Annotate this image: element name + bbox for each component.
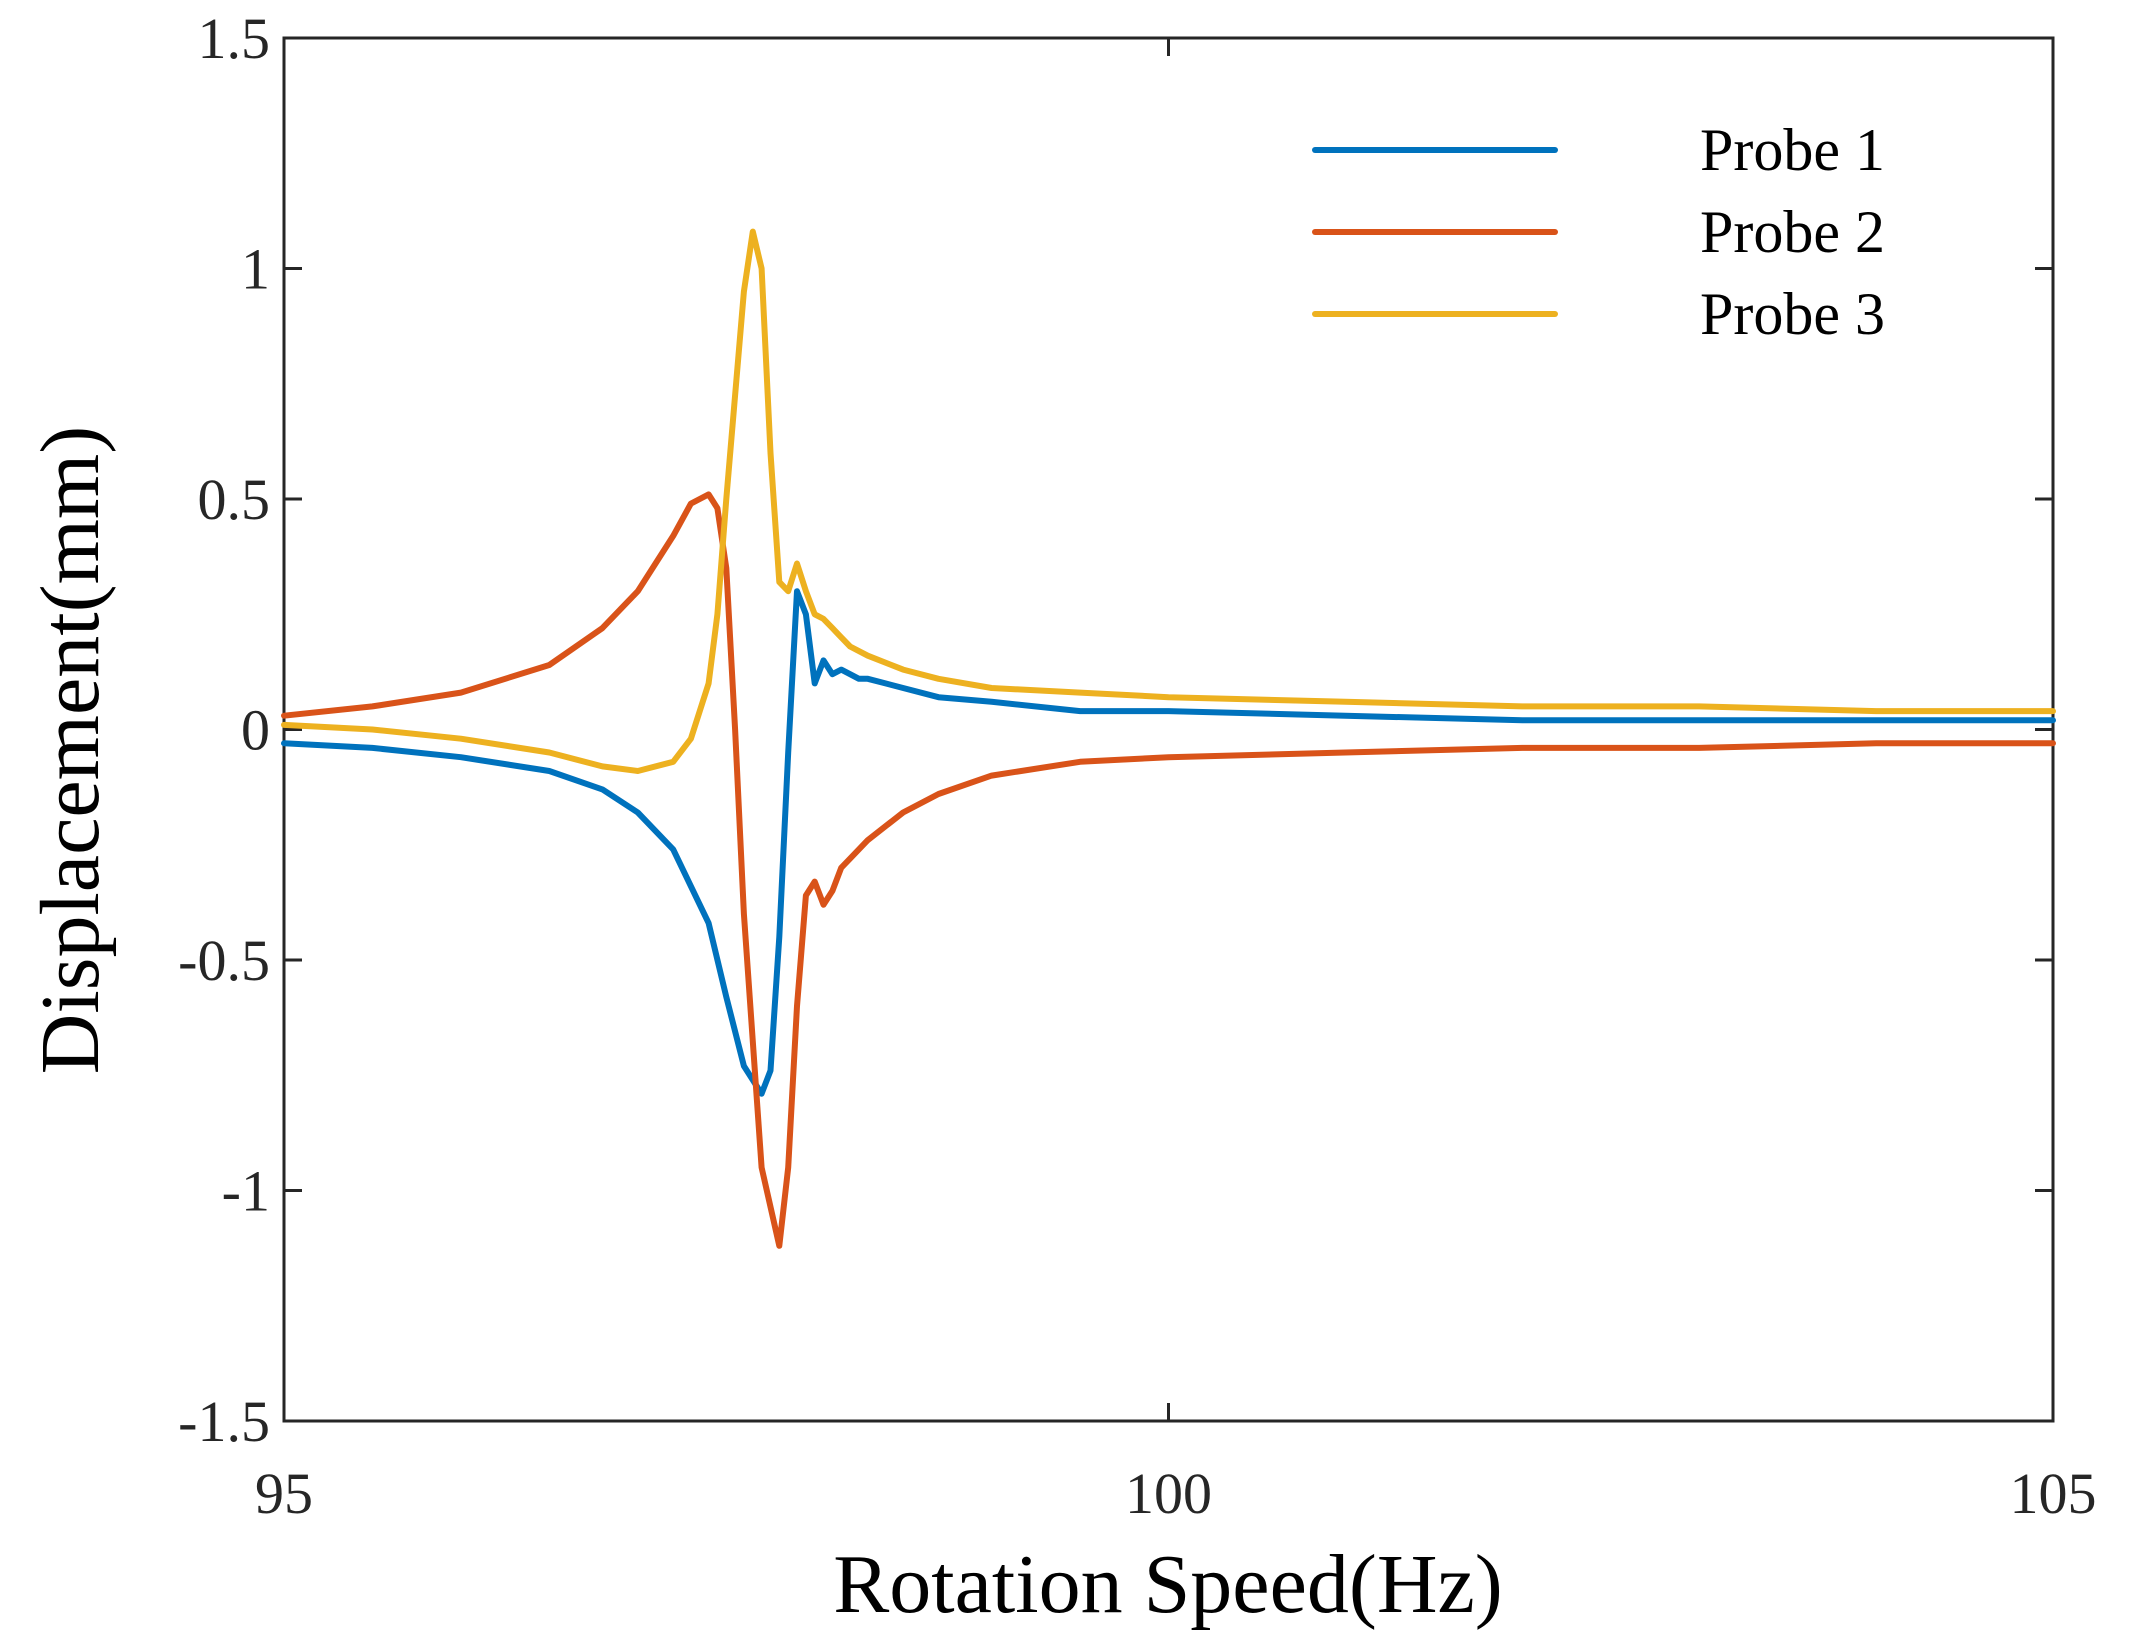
legend-label-probe-3: Probe 3 [1700, 281, 1885, 347]
x-tick-label: 95 [255, 1461, 313, 1526]
x-axis-ticks: 95 100 105 [255, 38, 2097, 1526]
y-tick-label: 1.5 [198, 6, 271, 71]
series-line-probe-3 [281, 228, 2056, 774]
series-line-probe-2 [281, 491, 2056, 1249]
y-tick-label: 1 [241, 237, 270, 302]
series-line-probe-1 [281, 588, 2056, 1097]
x-tick-label: 105 [2010, 1461, 2097, 1526]
x-tick-label: 100 [1125, 1461, 1212, 1526]
y-tick-label: -0.5 [178, 928, 270, 993]
y-tick-label: 0 [241, 698, 270, 763]
y-tick-label: -1.5 [178, 1389, 270, 1454]
legend: Probe 1 Probe 2 Probe 3 [1312, 117, 1885, 347]
y-axis-title: Displacement(mm) [24, 426, 117, 1074]
x-axis-title: Rotation Speed(Hz) [833, 1538, 1503, 1631]
y-tick-label: -1 [222, 1159, 270, 1224]
legend-label-probe-2: Probe 2 [1700, 199, 1885, 265]
plot-area [282, 36, 2055, 1423]
legend-label-probe-1: Probe 1 [1700, 117, 1885, 183]
y-axis-ticks: 1.5 1 0.5 0 -0.5 -1 -1.5 [178, 6, 2053, 1454]
y-tick-label: 0.5 [198, 467, 271, 532]
series-lines [281, 228, 2056, 1249]
